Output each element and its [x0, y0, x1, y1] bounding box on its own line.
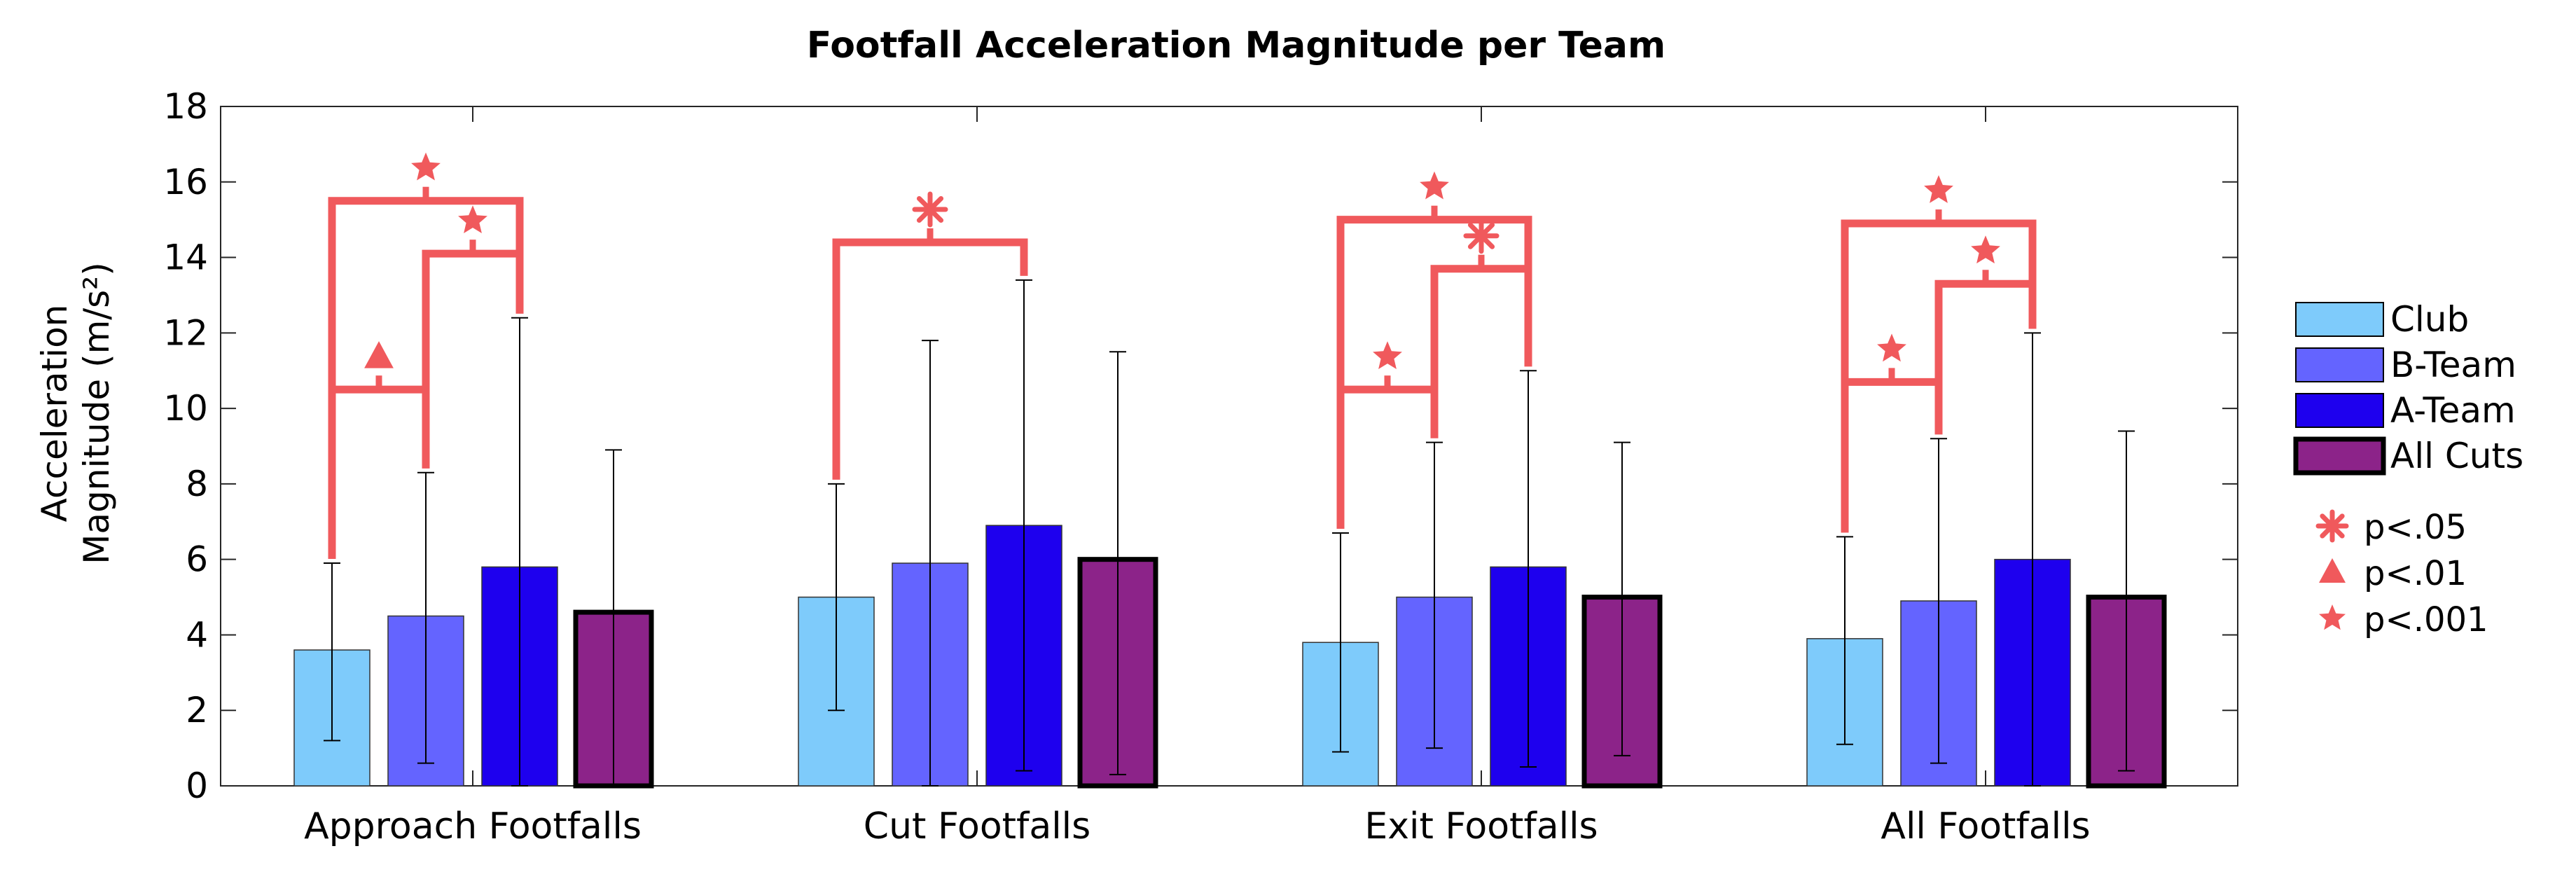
plot-frame — [220, 106, 2238, 787]
bracket-line — [1841, 219, 2037, 533]
plot-area: 0 2 4 6 8 10 12 14 16 18 Approach Footfalls Cut Foo… — [163, 86, 2238, 847]
legend-swatch — [2295, 347, 2384, 382]
significance-bracket — [1841, 175, 2037, 533]
asterisk-stroke — [2320, 513, 2345, 539]
y-tick-label: 2 — [186, 690, 208, 731]
significance-star-icon — [411, 152, 441, 181]
significance-star-icon — [1877, 333, 1906, 362]
y-axis-label-line2: Magnitude (m/s²) — [76, 262, 117, 564]
legend-sig-label: p<.05 — [2364, 508, 2467, 547]
significance-bracket — [1430, 218, 1532, 438]
legend-sig-label: p<.01 — [2364, 554, 2467, 593]
bracket-line — [1430, 265, 1532, 438]
significance-bracket — [422, 205, 524, 469]
significance-bracket — [832, 191, 1028, 480]
significance-bracket — [328, 152, 524, 560]
y-axis-label: Acceleration Magnitude (m/s²) — [34, 262, 117, 564]
y-tick-label: 18 — [163, 86, 208, 127]
legend-swatch — [2295, 393, 2384, 428]
y-tick-label: 12 — [163, 312, 208, 353]
x-tick-label: Exit Footfalls — [1364, 805, 1598, 847]
y-tick-label: 8 — [186, 464, 208, 504]
significance-bracket — [328, 341, 430, 560]
legend-label: B-Team — [2390, 345, 2516, 385]
y-tick-label: 10 — [163, 388, 208, 429]
legend-asterisk-icon — [2315, 509, 2349, 543]
bracket-line — [328, 385, 430, 560]
chart-title: Footfall Acceleration Magnitude per Team — [807, 25, 1666, 67]
legend: Club B-Team A-Team All Cuts p<.05 p<.01 p<.001 — [2293, 299, 2523, 639]
y-tick-label: 16 — [163, 162, 208, 202]
significance-star-icon — [1971, 235, 2000, 264]
legend-star-icon — [2319, 604, 2346, 630]
significance-star-icon — [1420, 171, 1449, 200]
bracket-line — [1841, 378, 1943, 533]
legend-label: A-Team — [2390, 390, 2516, 431]
significance-bracket — [1841, 333, 1943, 533]
asterisk-stroke — [1467, 222, 1495, 249]
x-tick-label: Cut Footfalls — [864, 805, 1090, 847]
significance-bracket — [1336, 341, 1439, 529]
bracket-line — [1934, 279, 2037, 435]
legend-swatch — [2293, 436, 2386, 476]
legend-label: Club — [2390, 299, 2469, 340]
significance-asterisk-icon — [1463, 218, 1500, 254]
y-tick-label: 6 — [186, 539, 208, 580]
y-tick-label: 4 — [186, 614, 208, 655]
legend-sig-label: p<.001 — [2364, 600, 2488, 639]
x-tick-label: Approach Footfalls — [304, 805, 642, 847]
legend-label: All Cuts — [2390, 436, 2523, 476]
legend-triangle-icon — [2319, 558, 2346, 583]
legend-swatch — [2295, 302, 2384, 337]
significance-star-icon — [458, 205, 487, 233]
y-axis-label-line1: Acceleration — [34, 305, 75, 522]
significance-star-icon — [1924, 175, 1953, 203]
bracket-line — [1336, 216, 1532, 529]
y-tick-label: 14 — [163, 237, 208, 278]
asterisk-stroke — [916, 195, 944, 223]
bracket-line — [422, 249, 524, 469]
significance-bracket — [1934, 235, 2037, 435]
significance-triangle-icon — [364, 341, 394, 368]
significance-asterisk-icon — [912, 191, 948, 228]
significance-bracket — [1336, 171, 1532, 529]
x-tick-label: All Footfalls — [1881, 805, 2090, 847]
significance-star-icon — [1373, 341, 1402, 369]
y-tick-label: 0 — [186, 766, 208, 806]
bracket-line — [1336, 385, 1439, 529]
